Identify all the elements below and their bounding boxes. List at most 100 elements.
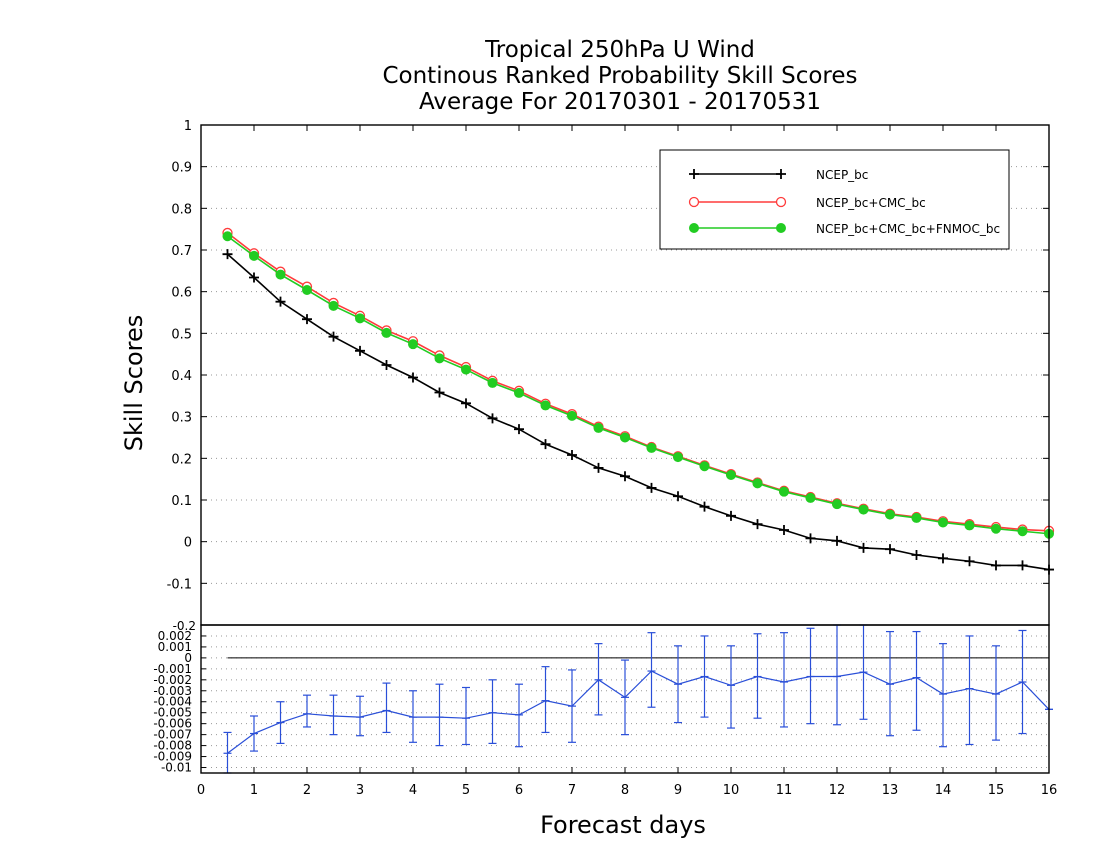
difference-series (223, 624, 1053, 774)
top-series (222, 227, 1055, 575)
data-point (911, 512, 922, 523)
error-bar (939, 643, 947, 748)
y-tick-label: 0.8 (171, 202, 192, 217)
data-point (726, 470, 736, 480)
x-tick-label: 4 (409, 783, 417, 798)
x-tick-label: 11 (776, 783, 793, 798)
difference-line (227, 670, 1050, 754)
error-bar (1018, 629, 1027, 735)
data-point (699, 461, 710, 472)
data-point (673, 452, 683, 463)
data-point (514, 424, 524, 435)
bottom-y-ticks: -0.01-0.009-0.008-0.007-0.006-0.005-0.00… (153, 629, 206, 775)
data-point (355, 345, 365, 356)
series-line (226, 253, 1050, 571)
data-point (328, 331, 339, 342)
error-bar (488, 679, 497, 745)
y-tick-label: 0.2 (171, 452, 192, 467)
data-point (752, 519, 763, 530)
y-tick-label: 0.4 (171, 369, 192, 384)
data-point (911, 550, 922, 560)
y-tick-label: -0.004 (153, 695, 192, 709)
y-tick-label: 0.9 (171, 161, 192, 176)
error-bar (912, 630, 921, 731)
data-point (222, 249, 233, 260)
series-line (227, 235, 1050, 535)
error-bar (647, 632, 656, 708)
error-bar (250, 715, 258, 752)
data-point (567, 410, 577, 421)
data-point (487, 413, 498, 424)
top-y-ticks: -0.1 0 0.1 0.2 0.3 0.4 0.5 0.6 0.7 0.8 0.9 1 (167, 119, 1049, 592)
data-point (858, 504, 869, 515)
data-point (1017, 526, 1028, 537)
y-tick-label: 0.002 (158, 629, 192, 643)
data-point (434, 353, 445, 364)
data-point (222, 231, 233, 242)
error-bar (303, 694, 311, 728)
error-bar (621, 659, 629, 736)
x-tick-label: 5 (462, 783, 470, 798)
data-point (991, 560, 1001, 571)
x-tick-label: 7 (568, 783, 576, 798)
series-ncep-bc-cmc-bc (222, 227, 1055, 536)
x-axis-label: Forecast days (540, 811, 706, 839)
data-point (620, 471, 630, 482)
data-point (381, 327, 392, 338)
data-point (593, 422, 604, 433)
title-line-1: Tropical 250hPa U Wind (484, 37, 755, 63)
error-bar (886, 630, 894, 737)
data-point (775, 196, 787, 208)
error-bar (727, 645, 735, 729)
legend-item: NCEP_bc (689, 168, 868, 182)
error-bar (753, 633, 762, 719)
error-bar (515, 683, 523, 748)
y-tick-label: 0.7 (171, 244, 192, 259)
error-bar (435, 683, 444, 747)
data-point (726, 510, 736, 521)
data-point (620, 432, 630, 443)
data-point (249, 272, 259, 283)
y-tick-label: -0.009 (153, 750, 192, 764)
y-tick-label: -0.006 (153, 717, 192, 731)
data-point (540, 439, 551, 450)
error-bar (700, 635, 709, 718)
data-point (514, 387, 524, 398)
error-bar (356, 695, 364, 737)
error-bar (541, 666, 550, 734)
data-point (991, 523, 1001, 534)
series-ncep-bc-cmc-bc-fnmoc-bc (222, 231, 1054, 539)
y-tick-label: 1 (184, 119, 192, 134)
x-tick-label: 16 (1041, 783, 1058, 798)
x-tick-label: 15 (988, 783, 1005, 798)
y-tick-label: -0.007 (153, 728, 192, 742)
y-tick-label: 0 (184, 536, 192, 551)
data-point (567, 450, 577, 460)
legend: NCEP_bc NCEP_bc+CMC_bc NCEP_bc+CMC_bc+FNMO… (659, 149, 1010, 250)
data-point (328, 300, 339, 311)
data-point (408, 372, 418, 383)
y-tick-label: -0.003 (153, 684, 192, 698)
data-point (275, 296, 286, 307)
data-point (249, 250, 259, 261)
error-bar (780, 632, 788, 728)
data-point (646, 482, 657, 493)
x-tick-label: 6 (515, 783, 523, 798)
x-tick-label: 12 (829, 783, 846, 798)
top-label: -0.2 (173, 619, 196, 633)
data-point (461, 398, 471, 409)
y-tick-label: 0.3 (171, 411, 192, 426)
x-tick-label: 8 (621, 783, 629, 798)
data-point (688, 196, 700, 208)
skill-score-panel: -0.1 0 0.1 0.2 0.3 0.4 0.5 0.6 0.7 0.8 0.9 1 (167, 119, 1055, 626)
data-point (964, 520, 975, 531)
data-point (776, 223, 786, 233)
x-tick-label: 3 (356, 783, 364, 798)
data-point (832, 535, 842, 546)
error-bar (859, 624, 868, 720)
data-point (885, 509, 895, 520)
error-bar (806, 627, 815, 725)
data-point (699, 501, 710, 512)
data-point (832, 499, 842, 510)
series-line (227, 232, 1050, 532)
